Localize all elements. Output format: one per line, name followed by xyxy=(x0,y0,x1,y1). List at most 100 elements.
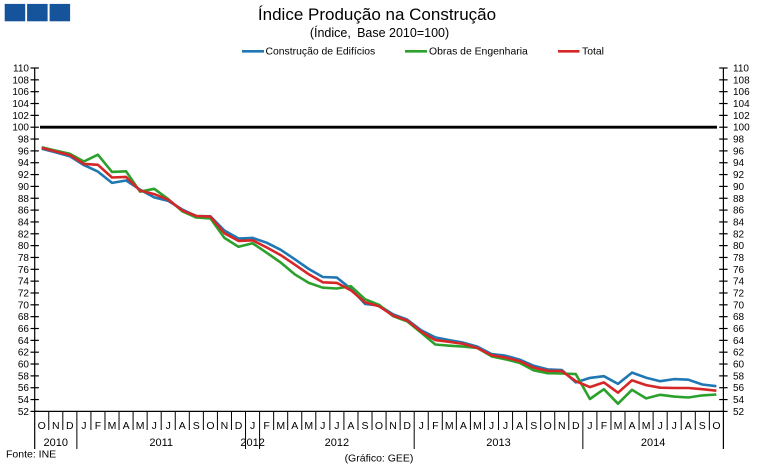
svg-text:84: 84 xyxy=(733,217,745,228)
svg-text:104: 104 xyxy=(733,99,750,110)
svg-text:J: J xyxy=(489,420,494,432)
svg-text:2011: 2011 xyxy=(149,437,173,449)
svg-text:84: 84 xyxy=(18,217,30,228)
svg-text:A: A xyxy=(516,420,523,432)
svg-text:J: J xyxy=(334,420,339,432)
svg-text:A: A xyxy=(179,420,186,432)
svg-text:2012: 2012 xyxy=(240,437,264,449)
svg-text:N: N xyxy=(52,420,60,432)
svg-text:90: 90 xyxy=(733,182,745,193)
svg-text:96: 96 xyxy=(18,146,30,157)
svg-text:J: J xyxy=(503,420,508,432)
svg-text:O: O xyxy=(206,420,214,432)
svg-text:108: 108 xyxy=(733,75,750,86)
svg-text:2013: 2013 xyxy=(486,437,510,449)
svg-text:M: M xyxy=(136,420,145,432)
svg-text:60: 60 xyxy=(733,360,745,371)
svg-text:A: A xyxy=(291,420,298,432)
svg-text:(Gráfico: GEE): (Gráfico: GEE) xyxy=(345,453,414,465)
svg-text:F: F xyxy=(601,420,607,432)
svg-text:58: 58 xyxy=(18,371,30,382)
svg-text:J: J xyxy=(320,420,325,432)
svg-text:68: 68 xyxy=(18,312,30,323)
svg-text:O: O xyxy=(375,420,383,432)
svg-text:104: 104 xyxy=(12,99,29,110)
svg-text:66: 66 xyxy=(18,324,30,335)
svg-text:58: 58 xyxy=(733,371,745,382)
svg-text:S: S xyxy=(361,420,368,432)
svg-text:S: S xyxy=(193,420,200,432)
svg-text:100: 100 xyxy=(733,123,750,134)
svg-text:82: 82 xyxy=(733,229,745,240)
svg-text:56: 56 xyxy=(18,383,30,394)
svg-text:O: O xyxy=(712,420,720,432)
svg-text:M: M xyxy=(108,420,117,432)
svg-text:64: 64 xyxy=(18,336,30,347)
svg-text:62: 62 xyxy=(733,348,745,359)
svg-text:N: N xyxy=(221,420,229,432)
svg-text:72: 72 xyxy=(733,289,745,300)
svg-text:56: 56 xyxy=(733,383,745,394)
svg-text:Total: Total xyxy=(582,46,604,57)
svg-text:52: 52 xyxy=(18,407,30,418)
svg-text:74: 74 xyxy=(733,277,745,288)
svg-text:M: M xyxy=(614,420,623,432)
svg-text:F: F xyxy=(263,420,269,432)
svg-text:108: 108 xyxy=(12,75,29,86)
svg-text:78: 78 xyxy=(733,253,745,264)
svg-text:N: N xyxy=(389,420,397,432)
svg-text:102: 102 xyxy=(12,111,29,122)
svg-text:F: F xyxy=(95,420,101,432)
svg-text:64: 64 xyxy=(733,336,745,347)
svg-text:M: M xyxy=(304,420,313,432)
svg-text:Fonte: INE: Fonte: INE xyxy=(6,449,56,461)
svg-text:J: J xyxy=(166,420,171,432)
svg-text:98: 98 xyxy=(733,135,745,146)
svg-text:76: 76 xyxy=(18,265,30,276)
svg-text:A: A xyxy=(628,420,635,432)
svg-text:68: 68 xyxy=(733,312,745,323)
svg-text:Índice Produção na Construção: Índice Produção na Construção xyxy=(258,5,496,24)
svg-text:D: D xyxy=(403,420,411,432)
svg-text:106: 106 xyxy=(12,87,29,98)
svg-text:2014: 2014 xyxy=(641,437,665,449)
svg-text:D: D xyxy=(66,420,74,432)
svg-text:78: 78 xyxy=(18,253,30,264)
svg-text:80: 80 xyxy=(18,241,30,252)
svg-text:O: O xyxy=(544,420,552,432)
svg-text:62: 62 xyxy=(18,348,30,359)
svg-text:Construção de Edifícios: Construção de Edifícios xyxy=(266,46,376,57)
svg-text:54: 54 xyxy=(733,395,745,406)
svg-text:98: 98 xyxy=(18,135,30,146)
svg-text:70: 70 xyxy=(18,300,30,311)
svg-text:M: M xyxy=(276,420,285,432)
svg-text:52: 52 xyxy=(733,407,745,418)
svg-text:88: 88 xyxy=(733,194,745,205)
svg-text:86: 86 xyxy=(733,206,745,217)
svg-text:2012: 2012 xyxy=(325,437,349,449)
svg-text:110: 110 xyxy=(13,64,29,75)
svg-text:94: 94 xyxy=(18,158,30,169)
svg-text:S: S xyxy=(699,420,706,432)
svg-text:60: 60 xyxy=(18,360,30,371)
svg-text:82: 82 xyxy=(18,229,30,240)
svg-text:A: A xyxy=(685,420,692,432)
svg-text:F: F xyxy=(432,420,438,432)
svg-text:2010: 2010 xyxy=(44,437,68,449)
svg-text:96: 96 xyxy=(733,146,745,157)
svg-text:70: 70 xyxy=(733,300,745,311)
svg-text:M: M xyxy=(642,420,651,432)
svg-text:A: A xyxy=(460,420,467,432)
svg-text:110: 110 xyxy=(733,64,749,75)
svg-text:O: O xyxy=(38,420,46,432)
svg-text:J: J xyxy=(250,420,255,432)
svg-text:100: 100 xyxy=(12,123,29,134)
svg-text:74: 74 xyxy=(18,277,30,288)
svg-text:J: J xyxy=(672,420,677,432)
svg-text:J: J xyxy=(81,420,86,432)
svg-text:106: 106 xyxy=(733,87,750,98)
svg-text:90: 90 xyxy=(18,182,30,193)
svg-text:J: J xyxy=(658,420,663,432)
svg-text:94: 94 xyxy=(733,158,745,169)
svg-text:D: D xyxy=(572,420,580,432)
